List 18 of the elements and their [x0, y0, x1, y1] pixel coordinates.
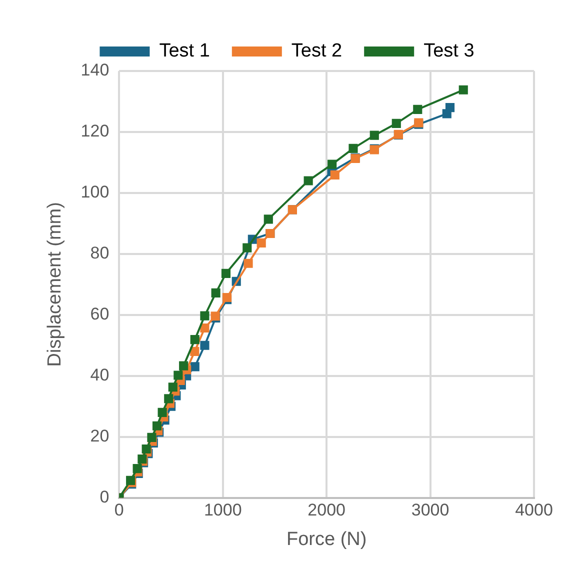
y-tick-label: 20	[90, 426, 110, 446]
legend-label: Test 3	[424, 40, 474, 62]
legend-label: Test 1	[159, 40, 210, 62]
y-tick-label: 80	[90, 244, 110, 263]
y-tick-label: 0	[100, 487, 110, 506]
x-tick-label: 4000	[515, 500, 553, 520]
legend-label: Test 2	[291, 40, 342, 62]
y-axis-title: Displacement (mm)	[44, 202, 66, 367]
y-tick-label: 120	[80, 122, 110, 141]
x-tick-label: 1000	[204, 500, 242, 520]
y-tick-label: 40	[90, 366, 110, 385]
y-tick-label: 100	[80, 182, 110, 202]
y-tick-label: 140	[80, 60, 110, 80]
x-tick-label: 0	[114, 500, 124, 520]
x-tick-label: 3000	[411, 500, 450, 520]
x-tick-label: 2000	[308, 500, 346, 520]
y-tick-label: 60	[90, 304, 110, 324]
x-axis-title: Force (N)	[286, 528, 367, 550]
